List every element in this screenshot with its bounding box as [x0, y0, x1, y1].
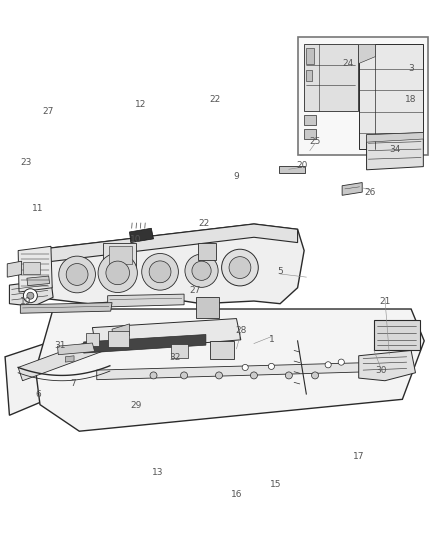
FancyBboxPatch shape [108, 332, 129, 348]
Polygon shape [10, 280, 53, 306]
Polygon shape [92, 319, 241, 351]
Circle shape [222, 249, 258, 286]
Polygon shape [300, 146, 319, 155]
Polygon shape [367, 133, 424, 142]
Circle shape [311, 372, 318, 379]
Polygon shape [18, 246, 52, 292]
Text: 25: 25 [309, 137, 321, 146]
Circle shape [59, 256, 95, 293]
Polygon shape [130, 228, 153, 243]
Circle shape [325, 362, 331, 368]
FancyBboxPatch shape [306, 47, 314, 63]
Polygon shape [108, 294, 184, 307]
Text: 30: 30 [375, 366, 386, 375]
Polygon shape [342, 183, 362, 195]
Polygon shape [35, 309, 424, 431]
FancyBboxPatch shape [279, 166, 305, 173]
Text: 31: 31 [54, 341, 65, 350]
Text: 7: 7 [70, 379, 76, 388]
FancyBboxPatch shape [198, 243, 216, 260]
Text: 22: 22 [198, 220, 209, 229]
Circle shape [66, 263, 88, 285]
Circle shape [142, 254, 178, 290]
Polygon shape [18, 224, 304, 304]
Polygon shape [304, 44, 358, 111]
Circle shape [242, 365, 248, 370]
Text: 21: 21 [379, 296, 391, 305]
FancyBboxPatch shape [22, 262, 40, 274]
Text: 11: 11 [32, 204, 43, 213]
Circle shape [286, 372, 292, 379]
Text: 26: 26 [364, 188, 375, 197]
Polygon shape [359, 350, 416, 381]
Text: 5: 5 [277, 268, 283, 276]
Polygon shape [57, 343, 95, 354]
Text: 12: 12 [135, 100, 146, 109]
Polygon shape [27, 276, 49, 286]
Polygon shape [359, 44, 424, 149]
Circle shape [106, 261, 130, 285]
Text: 23: 23 [20, 158, 32, 167]
Circle shape [229, 257, 251, 278]
Text: 29: 29 [131, 401, 142, 410]
Text: 1: 1 [268, 335, 274, 344]
Text: 16: 16 [231, 490, 242, 499]
FancyBboxPatch shape [297, 37, 427, 155]
Text: 34: 34 [389, 145, 400, 154]
Circle shape [215, 372, 223, 379]
Circle shape [192, 261, 211, 280]
Circle shape [150, 372, 157, 379]
Text: 24: 24 [342, 59, 353, 68]
Text: 10: 10 [130, 236, 142, 245]
FancyBboxPatch shape [210, 341, 234, 359]
Text: 17: 17 [353, 452, 364, 461]
Circle shape [98, 253, 138, 293]
FancyBboxPatch shape [171, 344, 188, 358]
Polygon shape [7, 261, 21, 277]
Text: 19: 19 [20, 296, 32, 305]
Circle shape [185, 254, 218, 287]
Polygon shape [374, 320, 420, 350]
FancyBboxPatch shape [109, 246, 132, 264]
FancyBboxPatch shape [103, 243, 136, 268]
Polygon shape [18, 333, 117, 381]
Polygon shape [97, 362, 389, 379]
Polygon shape [5, 317, 130, 415]
Circle shape [27, 292, 34, 299]
Text: 13: 13 [152, 468, 164, 477]
FancyBboxPatch shape [304, 115, 316, 125]
FancyBboxPatch shape [304, 130, 316, 139]
Circle shape [180, 372, 187, 379]
Circle shape [149, 261, 171, 282]
Text: 9: 9 [233, 172, 239, 181]
Polygon shape [112, 324, 130, 341]
Text: 22: 22 [209, 95, 220, 103]
Text: 27: 27 [42, 107, 53, 116]
Polygon shape [84, 335, 206, 353]
Text: 27: 27 [189, 286, 201, 295]
Circle shape [338, 359, 344, 365]
FancyBboxPatch shape [196, 297, 219, 318]
FancyBboxPatch shape [306, 70, 311, 80]
Text: 18: 18 [405, 95, 417, 103]
Text: 3: 3 [408, 64, 414, 74]
Polygon shape [65, 356, 74, 362]
Text: 15: 15 [270, 480, 282, 489]
Text: 28: 28 [235, 326, 247, 335]
FancyBboxPatch shape [86, 333, 99, 346]
Polygon shape [359, 44, 375, 63]
Polygon shape [367, 133, 424, 170]
Circle shape [23, 289, 37, 303]
Text: 6: 6 [35, 390, 41, 399]
Circle shape [251, 372, 258, 379]
Text: 32: 32 [170, 353, 181, 362]
Polygon shape [29, 224, 297, 264]
Polygon shape [20, 303, 112, 313]
Circle shape [268, 364, 275, 369]
Text: 20: 20 [296, 161, 307, 170]
